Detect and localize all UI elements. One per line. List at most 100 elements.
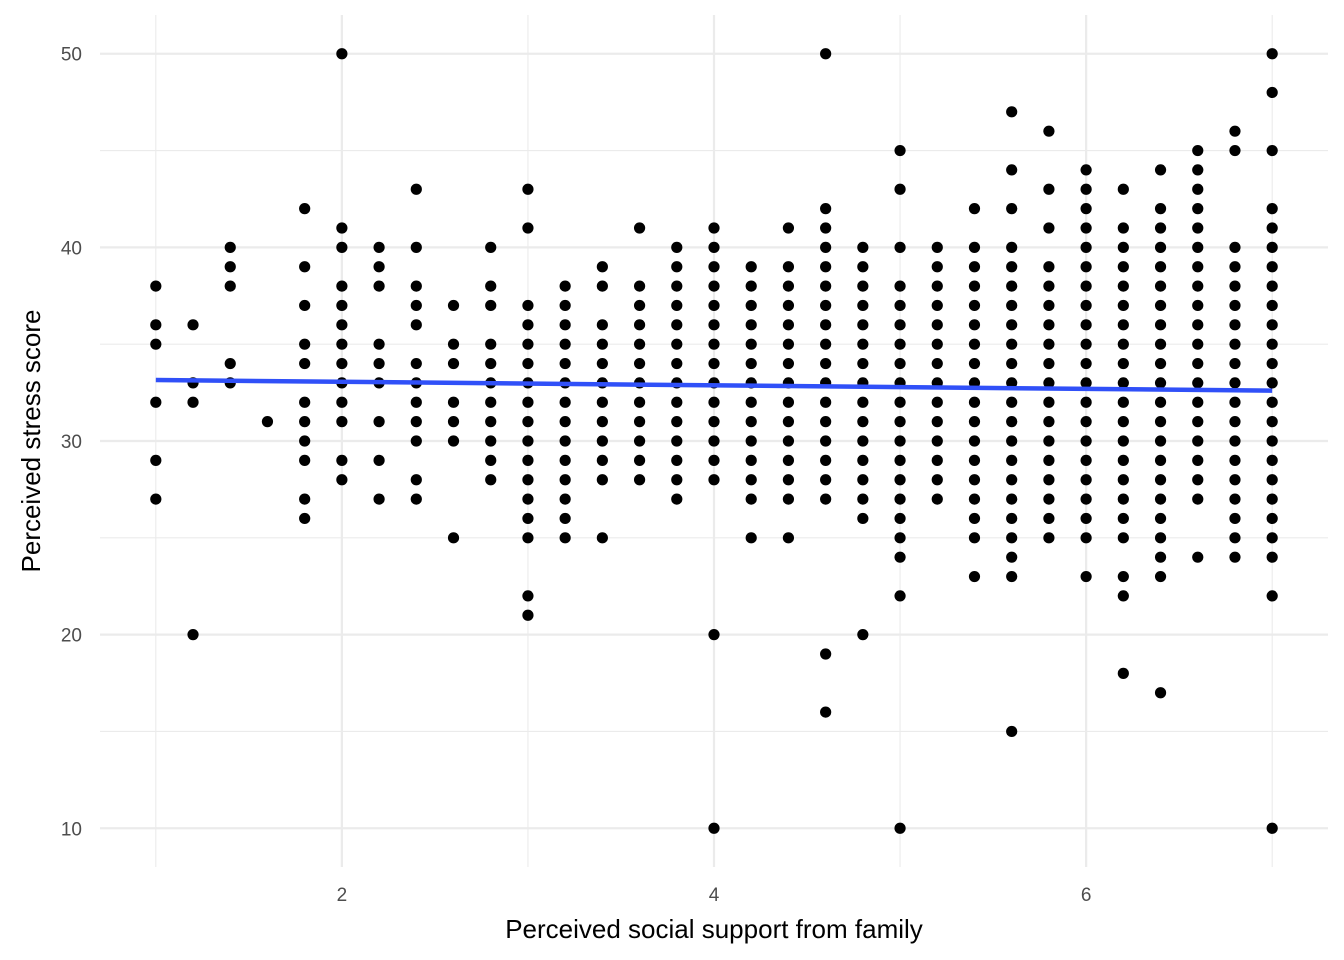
data-point (299, 416, 311, 428)
data-point (708, 319, 720, 331)
data-point (1192, 299, 1204, 312)
data-point (1154, 319, 1167, 331)
data-point (857, 338, 869, 350)
data-point (1192, 338, 1204, 350)
data-point (782, 299, 795, 312)
data-point (671, 396, 683, 408)
data-point (894, 512, 906, 525)
data-point (1266, 203, 1278, 215)
data-point (522, 396, 534, 408)
data-point (633, 299, 646, 312)
y-axis-title: Perceived stress score (16, 310, 46, 573)
data-point (1192, 222, 1204, 234)
data-point (485, 241, 497, 253)
data-point (857, 319, 869, 331)
data-point (820, 357, 832, 370)
data-point (894, 474, 906, 486)
data-point (1080, 454, 1092, 466)
data-point (1080, 299, 1092, 312)
data-point (894, 241, 906, 253)
data-point (820, 261, 832, 273)
data-point (708, 629, 720, 641)
data-point (857, 435, 869, 447)
data-point (1043, 396, 1055, 408)
data-point (1266, 144, 1278, 157)
data-point (596, 357, 608, 370)
data-point (1006, 570, 1018, 583)
data-point (633, 338, 646, 350)
data-point (820, 706, 832, 718)
data-point (708, 338, 720, 350)
data-point (782, 357, 795, 370)
data-point (782, 222, 795, 234)
data-point (857, 474, 869, 486)
data-point (1229, 377, 1241, 389)
data-point (1192, 435, 1204, 447)
data-point (931, 299, 943, 312)
data-point (447, 396, 460, 408)
data-point (1192, 357, 1204, 370)
data-point (150, 396, 162, 408)
data-point (894, 454, 906, 466)
data-point (299, 299, 311, 312)
data-point (447, 435, 460, 447)
y-tick-label: 20 (61, 626, 82, 647)
data-point (633, 474, 646, 486)
data-point (894, 493, 906, 505)
data-point (1266, 532, 1278, 544)
data-point (931, 241, 943, 253)
data-point (633, 416, 646, 428)
data-point (1192, 396, 1204, 408)
data-point (894, 183, 906, 195)
data-point (1080, 222, 1092, 234)
data-point (1266, 551, 1278, 563)
data-point (745, 280, 757, 292)
x-tick-label: 4 (709, 885, 720, 906)
data-point (708, 454, 720, 466)
data-point (596, 319, 608, 331)
data-point (1154, 551, 1167, 563)
data-point (1043, 512, 1055, 525)
data-point (224, 241, 236, 253)
data-point (1117, 667, 1129, 679)
data-point (1192, 144, 1204, 157)
data-point (708, 822, 720, 834)
data-point (559, 416, 571, 428)
data-point (1117, 280, 1129, 292)
data-point (522, 299, 534, 312)
data-point (745, 435, 757, 447)
data-point (336, 338, 348, 350)
data-point (596, 261, 608, 273)
data-point (1154, 570, 1167, 583)
data-point (522, 435, 534, 447)
data-point (745, 357, 757, 370)
data-point (745, 532, 757, 544)
data-point (1229, 512, 1241, 525)
data-point (671, 299, 683, 312)
data-point (894, 357, 906, 370)
data-point (820, 454, 832, 466)
data-point (559, 512, 571, 525)
data-point (931, 435, 943, 447)
data-point (745, 261, 757, 273)
data-point (410, 435, 422, 447)
data-point (559, 357, 571, 370)
data-point (968, 203, 981, 215)
data-point (894, 822, 906, 834)
data-point (1229, 435, 1241, 447)
data-point (1154, 222, 1167, 234)
data-point (968, 454, 981, 466)
data-point (1080, 280, 1092, 292)
data-point (820, 474, 832, 486)
data-point (1154, 532, 1167, 544)
data-point (373, 280, 385, 292)
data-point (1229, 338, 1241, 350)
data-point (373, 416, 385, 428)
data-point (522, 590, 534, 602)
data-point (299, 338, 311, 350)
data-point (336, 241, 348, 253)
data-point (1117, 474, 1129, 486)
data-point (968, 493, 981, 505)
data-point (633, 396, 646, 408)
x-axis-title: Perceived social support from family (505, 914, 923, 944)
